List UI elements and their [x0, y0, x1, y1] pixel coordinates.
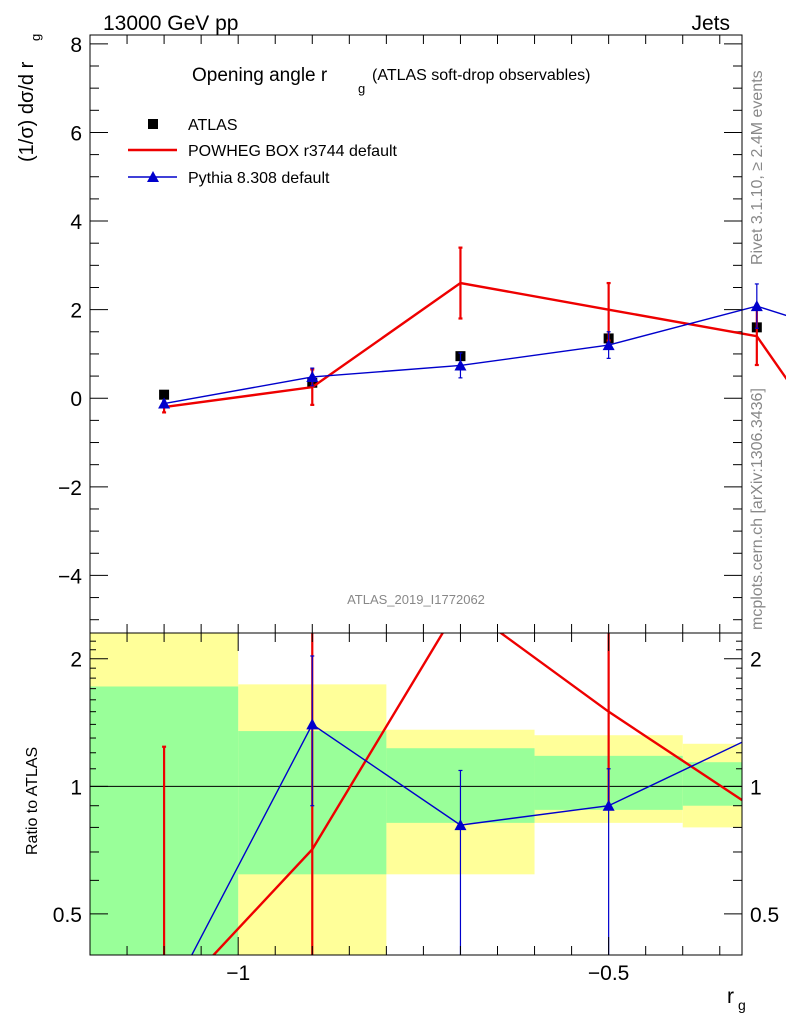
y-axis-label: (1/σ) dσ/d r [16, 61, 38, 162]
ratio-y-tick-label-right: 2 [750, 649, 762, 672]
ratio-y-tick-label: 1 [70, 776, 82, 799]
pythia-point [158, 397, 171, 409]
y-tick-label: 8 [70, 34, 82, 57]
pythia-ratio-line [190, 723, 742, 955]
ratio-panel: 0.5 0.5 1 1 2 2 −1 −0.5 Ratio to ATLAS r g [24, 632, 779, 1013]
ratio-y-tick-label-right: 0.5 [750, 904, 779, 927]
watermark-label: ATLAS_2019_I1772062 [347, 592, 485, 607]
legend-label: POWHEG BOX r3744 default [188, 143, 398, 160]
y-tick-label: 4 [70, 211, 82, 234]
y-tick-label: −4 [58, 565, 82, 588]
legend-label: Pythia 8.308 default [188, 170, 330, 187]
ratio-y-axis-label: Ratio to ATLAS [24, 747, 41, 855]
chart-title-suffix: (ATLAS soft-drop observables) [372, 67, 590, 84]
y-tick-label: 2 [70, 300, 82, 323]
y-tick-label: 0 [70, 388, 82, 411]
x-axis-label-subscript: g [738, 997, 746, 1013]
legend-label: ATLAS [188, 117, 238, 134]
x-tick-label: −0.5 [588, 962, 629, 985]
pythia-point [306, 370, 319, 382]
powheg-ratio-line [211, 633, 742, 955]
pythia-point [454, 359, 467, 371]
rivet-label: Rivet 3.1.10, ≥ 2.4M events [749, 70, 766, 265]
y-tick-label: 6 [70, 122, 82, 145]
header-right: Jets [691, 12, 730, 35]
pythia-line [163, 305, 786, 405]
chart-title-subscript: g [358, 81, 365, 96]
pythia-ratio-point [454, 819, 467, 831]
ratio-series-group [162, 633, 763, 955]
ratio-y-tick-label: 2 [70, 649, 82, 672]
legend-marker-pythia-triangle [147, 171, 159, 182]
legend-marker-atlas [148, 119, 158, 129]
x-axis-label: r [727, 985, 734, 1008]
pythia-ratio-point [602, 799, 615, 811]
y-tick-label: −2 [58, 477, 82, 500]
ratio-y-tick-label: 0.5 [53, 904, 82, 927]
atlas-point [159, 389, 170, 400]
pythia-point [750, 300, 763, 312]
legend: ATLAS POWHEG BOX r3744 default Pythia 8.30… [128, 117, 398, 187]
y-axis-label-subscript: g [28, 34, 43, 41]
pythia-point [602, 339, 615, 351]
chart-title: Opening angle r [192, 65, 328, 86]
source-label: mcplots.cern.ch [arXiv:1306.3436] [749, 388, 766, 630]
pythia-ratio-point [306, 718, 319, 730]
pythia-ratio-point [751, 729, 763, 740]
x-tick-label: −1 [226, 962, 250, 985]
ratio-band-green [682, 762, 742, 806]
main-panel: −4 −2 0 2 4 6 8 Opening angle r g (ATLAS soft-… [16, 34, 786, 634]
header-left: 13000 GeV pp [103, 12, 238, 35]
powheg-line [163, 281, 786, 409]
ratio-y-tick-label-right: 1 [750, 776, 762, 799]
ratio-frame [89, 632, 743, 956]
